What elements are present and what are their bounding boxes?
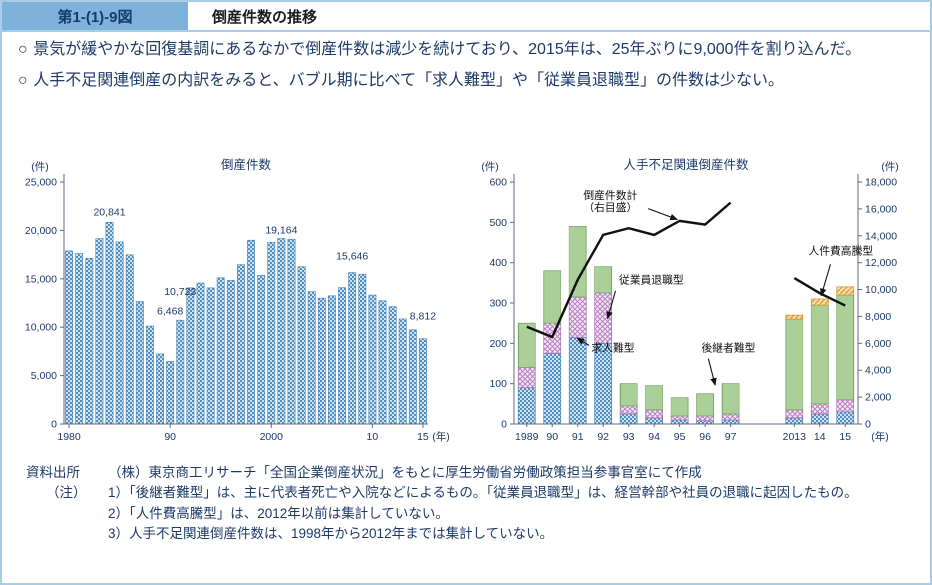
svg-text:10: 10 [367, 431, 379, 443]
source-label: 資料出所 [26, 465, 80, 480]
source-notes: 資料出所 （株）東京商工リサーチ「全国企業倒産状況」をもとに厚生労働省労働政策担… [26, 463, 920, 544]
svg-text:人手不足関連倒産件数: 人手不足関連倒産件数 [623, 157, 749, 172]
svg-text:93: 93 [623, 431, 635, 443]
svg-text:15: 15 [417, 431, 429, 443]
source-text: （株）東京商工リサーチ「全国企業倒産状況」をもとに厚生労働省労働政策担当参事官室… [108, 465, 702, 480]
svg-text:600: 600 [489, 177, 507, 189]
bullet-circle-icon: ○ [18, 41, 28, 58]
charts-area: 倒産件数 (件) 0 5,000 10,000 15,000 20,000 25,000 198… [2, 154, 930, 460]
svg-text:20,000: 20,000 [25, 225, 57, 237]
svg-text:95: 95 [674, 431, 686, 443]
svg-text:0: 0 [865, 419, 871, 431]
source-row: 資料出所 （株）東京商工リサーチ「全国企業倒産状況」をもとに厚生労働省労働政策担… [26, 463, 920, 483]
svg-text:8,000: 8,000 [865, 311, 891, 323]
svg-text:後継者難型: 後継者難型 [701, 340, 755, 354]
note-item-2: 2）「人件費高騰型」は、2012年以前は集計していない。 [108, 505, 449, 521]
svg-text:25,000: 25,000 [25, 177, 57, 189]
svg-text:20,841: 20,841 [93, 206, 125, 218]
svg-text:19,164: 19,164 [265, 224, 297, 236]
note-row: （注） 1）「後継者難型」は、主に代表者死亡や入院などによるもの。「従業員退職型… [26, 483, 920, 544]
svg-text:10,000: 10,000 [865, 284, 897, 296]
svg-text:97: 97 [725, 431, 737, 443]
figure-header: 第1-(1)-9図 倒産件数の推移 [2, 2, 930, 32]
svg-text:倒産件数: 倒産件数 [221, 157, 272, 172]
svg-text:倒産件数計（右目盛）: 倒産件数計（右目盛） [583, 188, 637, 214]
figure-number: 第1-(1)-9図 [57, 8, 133, 26]
svg-text:10,000: 10,000 [25, 322, 57, 334]
svg-text:(件): (件) [31, 161, 49, 173]
svg-text:400: 400 [489, 257, 507, 269]
svg-text:0: 0 [51, 419, 57, 431]
svg-text:2013: 2013 [783, 431, 807, 443]
summary-bullets: ○ 景気が緩やかな回復基調にあるなかで倒産件数は減少を続けており、2015年は、2… [18, 38, 920, 100]
svg-text:(年): (年) [432, 430, 450, 443]
note-item-1: 1）「後継者難型」は、主に代表者死亡や入院などによるもの。「従業員退職型」は、経… [108, 485, 858, 501]
svg-text:200: 200 [489, 338, 507, 350]
svg-text:16,000: 16,000 [865, 203, 897, 215]
svg-text:従業員退職型: 従業員退職型 [619, 273, 684, 287]
svg-text:14: 14 [814, 431, 826, 443]
svg-text:0: 0 [501, 419, 507, 431]
svg-text:94: 94 [648, 431, 660, 443]
svg-text:14,000: 14,000 [865, 230, 897, 242]
svg-text:1980: 1980 [57, 431, 81, 443]
svg-text:90: 90 [546, 431, 558, 443]
bullet-text-1: 景気が緩やかな回復基調にあるなかで倒産件数は減少を続けており、2015年は、25… [33, 41, 862, 58]
bankruptcies-bar-chart: 倒産件数 (件) 0 5,000 10,000 15,000 20,000 25,000 198… [25, 157, 450, 443]
svg-text:15,646: 15,646 [336, 251, 368, 263]
svg-text:18,000: 18,000 [865, 177, 897, 189]
svg-text:(年): (年) [871, 430, 889, 443]
svg-text:100: 100 [489, 378, 507, 390]
svg-text:(件): (件) [881, 161, 899, 173]
bullet-text-2: 人手不足関連倒産の内訳をみると、バブル期に比べて「求人難型」や「従業員退職型」の… [33, 71, 784, 89]
bullet-item-1: ○ 景気が緩やかな回復基調にあるなかで倒産件数は減少を続けており、2015年は、2… [18, 38, 920, 63]
note-item-3: 3）人手不足関連倒産件数は、1998年から2012年までは集計していない。 [108, 525, 554, 541]
svg-text:4,000: 4,000 [865, 365, 891, 377]
svg-text:15,000: 15,000 [25, 273, 57, 285]
svg-text:6,468: 6,468 [157, 305, 183, 317]
bullet-circle-icon: ○ [18, 71, 28, 89]
svg-text:6,000: 6,000 [865, 338, 891, 350]
svg-text:91: 91 [572, 431, 584, 443]
svg-text:(件): (件) [481, 161, 499, 173]
svg-text:500: 500 [489, 217, 507, 229]
svg-text:2000: 2000 [260, 431, 284, 443]
svg-text:5,000: 5,000 [31, 370, 57, 382]
svg-text:10,723: 10,723 [164, 286, 196, 298]
note-label: （注） [46, 485, 87, 501]
svg-text:12,000: 12,000 [865, 257, 897, 269]
labor-shortage-bankruptcies-chart: 人手不足関連倒産件数 (件) (件) 0 100 200 300 400 500 600 0 2,00… [481, 157, 899, 443]
svg-text:求人難型: 求人難型 [591, 340, 634, 354]
svg-text:92: 92 [597, 431, 609, 443]
figure-number-box: 第1-(1)-9図 [2, 2, 188, 30]
svg-text:1989: 1989 [515, 431, 539, 443]
svg-text:90: 90 [164, 431, 176, 443]
svg-text:2,000: 2,000 [865, 392, 891, 404]
note-items: 1）「後継者難型」は、主に代表者死亡や入院などによるもの。「従業員退職型」は、経… [108, 483, 870, 544]
svg-text:96: 96 [699, 431, 711, 443]
svg-text:8,812: 8,812 [410, 311, 436, 323]
svg-text:300: 300 [489, 298, 507, 310]
svg-text:人件費高騰型: 人件費高騰型 [808, 244, 873, 258]
bullet-item-2: ○ 人手不足関連倒産の内訳をみると、バブル期に比べて「求人難型」や「従業員退職型」… [18, 69, 920, 94]
svg-text:15: 15 [839, 431, 851, 443]
figure-title: 倒産件数の推移 [212, 8, 318, 26]
